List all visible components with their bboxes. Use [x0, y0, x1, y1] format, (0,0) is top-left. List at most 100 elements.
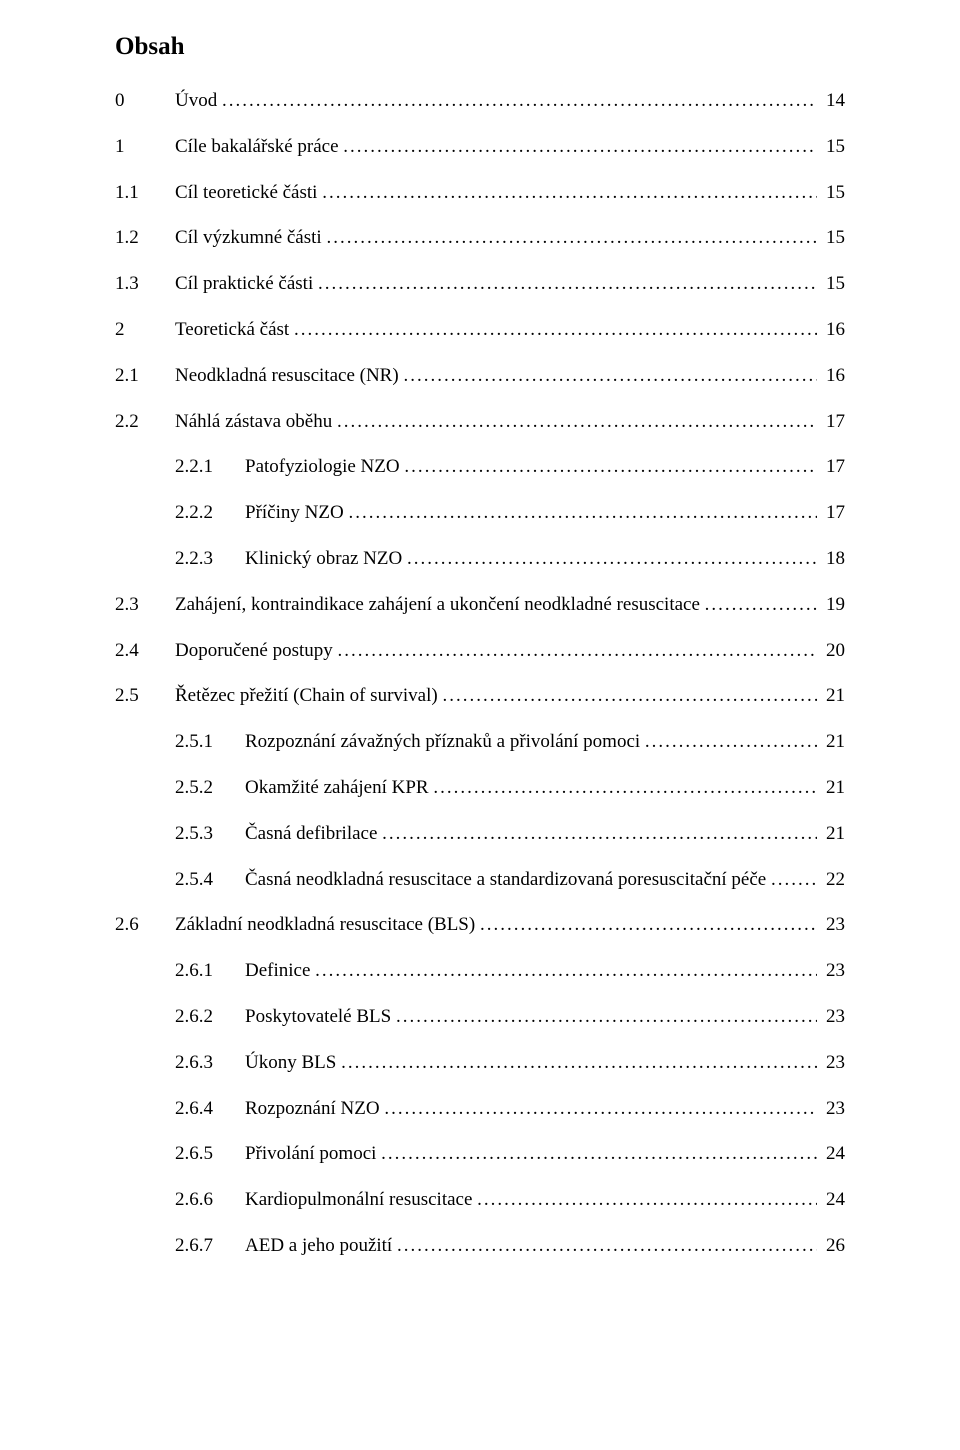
toc-entry-number: 2.6: [115, 914, 175, 937]
toc-title: Obsah: [115, 32, 845, 62]
toc-entry-page: 21: [817, 731, 845, 754]
toc-entry-text: Rozpoznání NZO: [245, 1098, 384, 1121]
toc-entry-page: 19: [817, 594, 845, 617]
toc-entry-number: 2.2.3: [175, 548, 245, 571]
toc-leader: [338, 640, 818, 663]
toc-entry-text: Kardiopulmonální resuscitace: [245, 1189, 477, 1212]
toc-entry-text: Definice: [245, 960, 315, 983]
toc-entry: 2.5.4Časná neodkladná resuscitace a stan…: [115, 869, 845, 892]
toc-entry-page: 20: [817, 640, 845, 663]
toc-entry-page: 23: [817, 1098, 845, 1121]
toc-entry-text: Cíl praktické části: [175, 273, 318, 296]
toc-entry-number: 2: [115, 319, 175, 342]
toc-entry: 2.5.2Okamžité zahájení KPR 21: [115, 777, 845, 800]
toc-entry-number: 2.6.6: [175, 1189, 245, 1212]
toc-leader: [705, 594, 818, 617]
toc-entry-text: Neodkladná resuscitace (NR): [175, 365, 403, 388]
toc-entry-number: 2.1: [115, 365, 175, 388]
toc-entry-number: 2.4: [115, 640, 175, 663]
toc-entry-number: 2.2: [115, 411, 175, 434]
toc-entry-text: Přivolání pomoci: [245, 1143, 381, 1166]
toc-entry-page: 23: [817, 914, 845, 937]
toc-leader: [407, 548, 817, 571]
toc-entry-page: 15: [817, 273, 845, 296]
toc-entry-page: 23: [817, 960, 845, 983]
toc-entry: 1Cíle bakalářské práce 15: [115, 136, 845, 159]
toc-entry-number: 2.6.4: [175, 1098, 245, 1121]
toc-entry-page: 17: [817, 502, 845, 525]
toc-entry-text: Rozpoznání závažných příznaků a přivolán…: [245, 731, 645, 754]
toc-entry: 1.3Cíl praktické části 15: [115, 273, 845, 296]
toc-entry: 2.6.3Úkony BLS 23: [115, 1052, 845, 1075]
toc-page: Obsah 0Úvod 141Cíle bakalářské práce 151…: [0, 0, 960, 1450]
toc-entry-text: Zahájení, kontraindikace zahájení a ukon…: [175, 594, 705, 617]
toc-entry: 2.6.7AED a jeho použití 26: [115, 1235, 845, 1258]
toc-entry-page: 21: [817, 823, 845, 846]
toc-leader: [348, 502, 817, 525]
toc-entry-number: 2.5.1: [175, 731, 245, 754]
toc-entry-number: 2.2.1: [175, 456, 245, 479]
toc-leader: [318, 273, 817, 296]
toc-leader: [645, 731, 817, 754]
toc-entry-page: 24: [817, 1143, 845, 1166]
toc-leader: [480, 914, 817, 937]
toc-entry: 2.3Zahájení, kontraindikace zahájení a u…: [115, 594, 845, 617]
toc-entry: 2.6.6Kardiopulmonální resuscitace 24: [115, 1189, 845, 1212]
toc-entry-text: Doporučené postupy: [175, 640, 338, 663]
toc-entry: 2.2.1Patofyziologie NZO 17: [115, 456, 845, 479]
toc-leader: [404, 456, 817, 479]
toc-entry: 2.6.5Přivolání pomoci 24: [115, 1143, 845, 1166]
toc-entry-page: 23: [817, 1052, 845, 1075]
toc-entry-page: 26: [817, 1235, 845, 1258]
toc-entry-number: 2.6.1: [175, 960, 245, 983]
toc-entry-text: AED a jeho použití: [245, 1235, 397, 1258]
toc-entry-number: 1.1: [115, 182, 175, 205]
toc-entry: 1.2Cíl výzkumné části 15: [115, 227, 845, 250]
toc-entry-number: 2.5.4: [175, 869, 245, 892]
toc-entry-number: 2.5.3: [175, 823, 245, 846]
toc-entry-page: 23: [817, 1006, 845, 1029]
toc-leader: [442, 685, 817, 708]
toc-entry: 2.2.3Klinický obraz NZO 18: [115, 548, 845, 571]
toc-leader: [222, 90, 817, 113]
toc-entry-text: Klinický obraz NZO: [245, 548, 407, 571]
toc-entry-text: Časná defibrilace: [245, 823, 382, 846]
toc-entry: 2.6.2Poskytovatelé BLS 23: [115, 1006, 845, 1029]
toc-entry-number: 2.5: [115, 685, 175, 708]
toc-entry-text: Cíle bakalářské práce: [175, 136, 343, 159]
toc-entry-page: 16: [817, 319, 845, 342]
toc-leader: [343, 136, 817, 159]
toc-entry-page: 14: [817, 90, 845, 113]
toc-entry-page: 17: [817, 456, 845, 479]
toc-entry-number: 0: [115, 90, 175, 113]
toc-entry: 2.5.1Rozpoznání závažných příznaků a při…: [115, 731, 845, 754]
toc-entry-text: Příčiny NZO: [245, 502, 348, 525]
toc-entry-page: 21: [817, 777, 845, 800]
toc-entry: 2.6.4Rozpoznání NZO 23: [115, 1098, 845, 1121]
toc-entry-number: 2.6.3: [175, 1052, 245, 1075]
toc-leader: [771, 869, 817, 892]
toc-entry-page: 18: [817, 548, 845, 571]
toc-entry-text: Časná neodkladná resuscitace a standardi…: [245, 869, 771, 892]
toc-entry: 2.5.3Časná defibrilace 21: [115, 823, 845, 846]
toc-entry-number: 2.5.2: [175, 777, 245, 800]
toc-entry: 2.2Náhlá zástava oběhu 17: [115, 411, 845, 434]
toc-leader: [403, 365, 817, 388]
toc-entry-number: 2.6.7: [175, 1235, 245, 1258]
toc-entry-text: Patofyziologie NZO: [245, 456, 404, 479]
toc-entry-text: Úkony BLS: [245, 1052, 341, 1075]
toc-leader: [396, 1006, 817, 1029]
toc-leader: [382, 823, 817, 846]
toc-entry-page: 15: [817, 227, 845, 250]
toc-entry-text: Teoretická část: [175, 319, 294, 342]
toc-entry-number: 1: [115, 136, 175, 159]
toc-entry-page: 24: [817, 1189, 845, 1212]
toc-leader: [384, 1098, 817, 1121]
toc-entry: 2.1Neodkladná resuscitace (NR) 16: [115, 365, 845, 388]
toc-entry: 2.6.1Definice 23: [115, 960, 845, 983]
toc-entry-text: Cíl výzkumné části: [175, 227, 326, 250]
toc-entry-text: Řetězec přežití (Chain of survival): [175, 685, 442, 708]
toc-entry-page: 15: [817, 182, 845, 205]
toc-entry: 2.5Řetězec přežití (Chain of survival) 2…: [115, 685, 845, 708]
toc-entry-number: 1.2: [115, 227, 175, 250]
